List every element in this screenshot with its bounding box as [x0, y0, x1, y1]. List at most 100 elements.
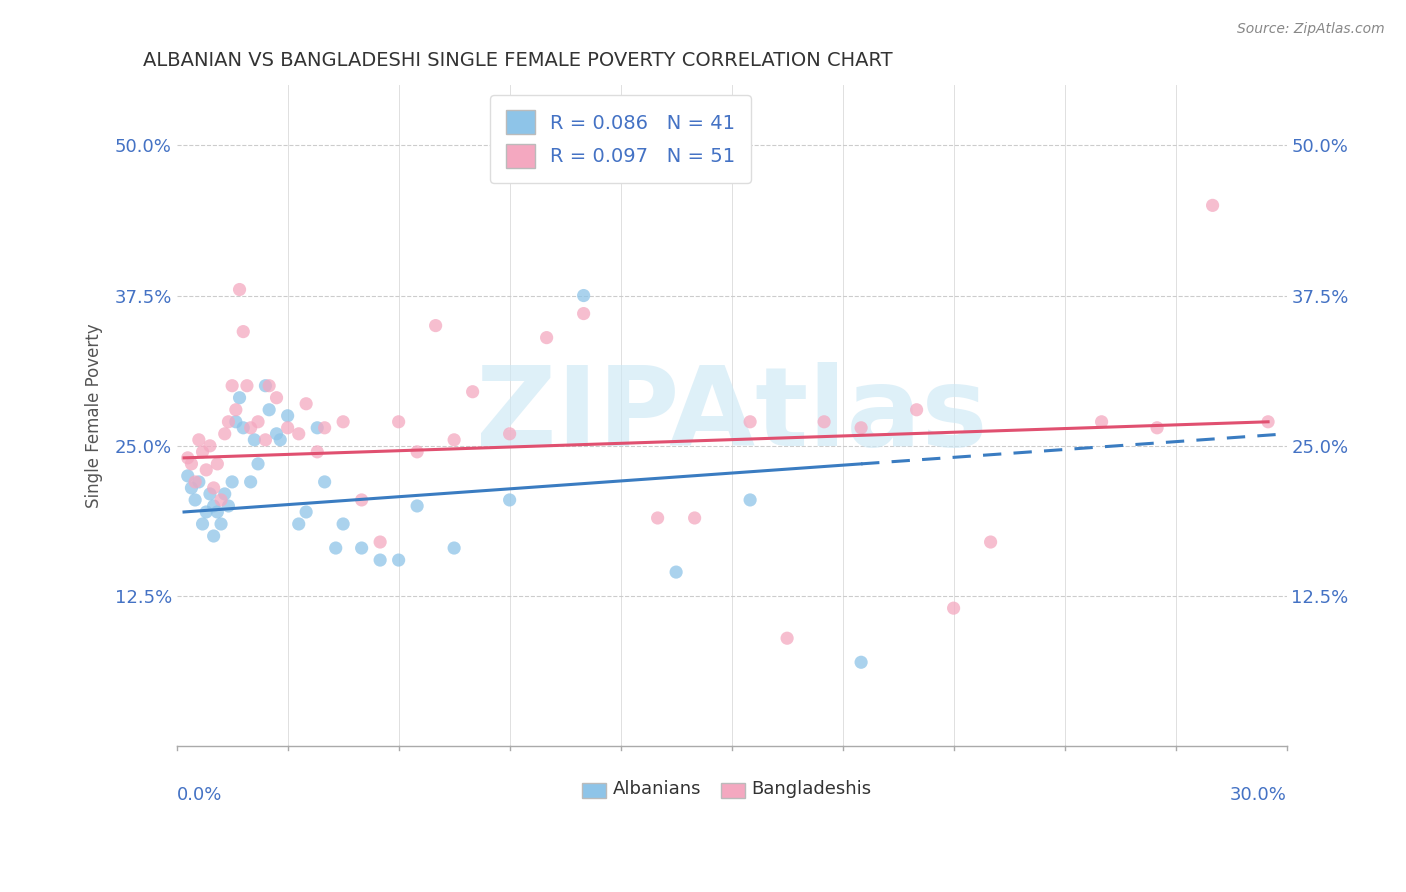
- Point: [813, 415, 835, 429]
- Point: [232, 421, 254, 435]
- Point: [332, 516, 354, 531]
- Point: [350, 541, 373, 555]
- Point: [257, 402, 280, 417]
- Point: [269, 433, 291, 447]
- Point: [207, 505, 229, 519]
- Point: [195, 463, 218, 477]
- Point: [232, 325, 254, 339]
- Point: [849, 655, 872, 669]
- Point: [277, 421, 299, 435]
- Point: [217, 499, 239, 513]
- Point: [209, 516, 232, 531]
- Point: [198, 487, 221, 501]
- Point: [191, 445, 214, 459]
- Point: [740, 415, 762, 429]
- Point: [314, 475, 336, 489]
- Point: [187, 475, 209, 489]
- Point: [207, 457, 229, 471]
- Text: ALBANIAN VS BANGLADESHI SINGLE FEMALE POVERTY CORRELATION CHART: ALBANIAN VS BANGLADESHI SINGLE FEMALE PO…: [143, 51, 893, 70]
- Point: [647, 511, 669, 525]
- Point: [314, 421, 336, 435]
- Point: [295, 397, 318, 411]
- Point: [905, 402, 928, 417]
- Point: [177, 469, 200, 483]
- Point: [187, 433, 209, 447]
- Point: [287, 426, 309, 441]
- Point: [247, 415, 270, 429]
- Point: [350, 492, 373, 507]
- Point: [683, 511, 706, 525]
- Point: [443, 541, 465, 555]
- Point: [287, 516, 309, 531]
- Point: [368, 535, 391, 549]
- Point: [498, 492, 520, 507]
- Point: [225, 415, 247, 429]
- Point: [198, 439, 221, 453]
- Point: [228, 391, 250, 405]
- Point: [461, 384, 484, 399]
- Point: [191, 516, 214, 531]
- Point: [202, 481, 225, 495]
- Point: [266, 391, 288, 405]
- Point: [228, 283, 250, 297]
- Point: [266, 426, 288, 441]
- Legend: R = 0.086   N = 41, R = 0.097   N = 51: R = 0.086 N = 41, R = 0.097 N = 51: [491, 95, 751, 183]
- Point: [332, 415, 354, 429]
- Point: [942, 601, 965, 615]
- Point: [1257, 415, 1279, 429]
- Point: [209, 492, 232, 507]
- Point: [202, 529, 225, 543]
- Point: [1090, 415, 1112, 429]
- Point: [202, 499, 225, 513]
- Point: [425, 318, 447, 333]
- Point: [307, 421, 329, 435]
- Point: [307, 445, 329, 459]
- Point: [214, 487, 236, 501]
- Point: [254, 433, 277, 447]
- Point: [388, 415, 411, 429]
- Point: [572, 307, 595, 321]
- Point: [195, 505, 218, 519]
- Point: [247, 457, 270, 471]
- Point: [406, 499, 429, 513]
- Point: [443, 433, 465, 447]
- Text: Source: ZipAtlas.com: Source: ZipAtlas.com: [1237, 22, 1385, 37]
- Point: [980, 535, 1002, 549]
- Point: [180, 481, 202, 495]
- Point: [368, 553, 391, 567]
- Point: [325, 541, 347, 555]
- Point: [277, 409, 299, 423]
- Point: [214, 426, 236, 441]
- Point: [776, 631, 799, 645]
- Point: [236, 378, 259, 392]
- Point: [239, 475, 262, 489]
- Point: [849, 421, 872, 435]
- Text: ZIPAtlas: ZIPAtlas: [475, 362, 987, 469]
- FancyBboxPatch shape: [582, 783, 606, 798]
- Point: [177, 450, 200, 465]
- Point: [184, 492, 207, 507]
- Point: [243, 433, 266, 447]
- Point: [295, 505, 318, 519]
- Point: [1146, 421, 1168, 435]
- Text: Bangladeshis: Bangladeshis: [752, 780, 872, 797]
- Point: [536, 331, 558, 345]
- Point: [221, 378, 243, 392]
- Point: [388, 553, 411, 567]
- Text: 30.0%: 30.0%: [1230, 786, 1286, 804]
- Point: [498, 426, 520, 441]
- Point: [221, 475, 243, 489]
- Point: [665, 565, 688, 579]
- Point: [254, 378, 277, 392]
- Point: [406, 445, 429, 459]
- Point: [180, 457, 202, 471]
- Point: [572, 288, 595, 302]
- Point: [239, 421, 262, 435]
- Point: [225, 402, 247, 417]
- Point: [217, 415, 239, 429]
- Point: [1201, 198, 1223, 212]
- Point: [740, 492, 762, 507]
- Text: 0.0%: 0.0%: [177, 786, 222, 804]
- Point: [257, 378, 280, 392]
- Y-axis label: Single Female Poverty: Single Female Poverty: [86, 324, 103, 508]
